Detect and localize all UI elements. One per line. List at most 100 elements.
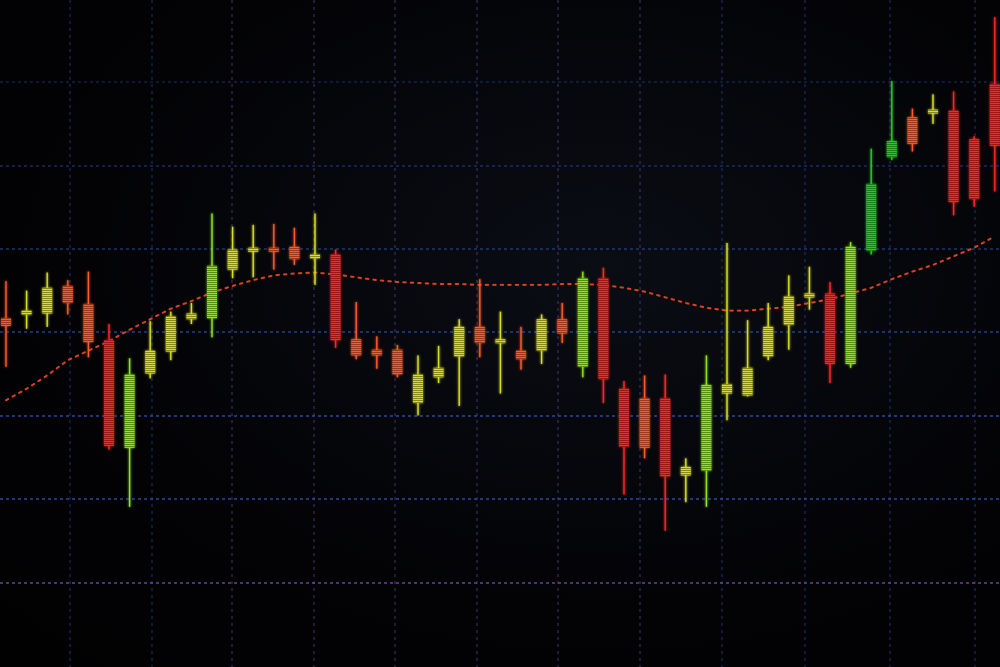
candle-texture [516, 350, 526, 360]
candle [557, 303, 568, 344]
candle-texture [186, 313, 197, 320]
candle [701, 355, 712, 507]
candle [763, 303, 774, 361]
candle [248, 224, 259, 278]
candle-texture [742, 367, 753, 396]
candle [165, 311, 176, 361]
candle [454, 319, 465, 406]
candle-texture [783, 296, 794, 325]
candle-texture [763, 326, 774, 357]
candle [145, 321, 156, 379]
candle [392, 344, 403, 378]
candle [268, 223, 279, 270]
candle-texture [62, 285, 73, 304]
candle [577, 271, 588, 378]
candle-texture [83, 303, 94, 343]
candle [83, 271, 94, 358]
candle [742, 320, 753, 397]
candle [227, 226, 238, 279]
candle-texture [454, 326, 465, 357]
candle [42, 272, 53, 327]
candle-texture [42, 287, 53, 314]
candle-texture [577, 278, 588, 367]
candle [433, 345, 444, 384]
candle [722, 242, 732, 421]
candle [289, 227, 300, 265]
candle [371, 336, 382, 369]
candle-texture [948, 110, 959, 203]
candle [969, 136, 980, 207]
candle-texture [536, 319, 547, 351]
candle-texture [701, 384, 712, 471]
candle-texture [660, 398, 671, 477]
candle-texture [227, 249, 238, 270]
candle [351, 302, 362, 360]
candle [495, 311, 506, 394]
candle-texture [989, 83, 1000, 146]
candle-texture [474, 326, 485, 344]
candle [62, 280, 73, 315]
candle-texture [207, 265, 217, 319]
candles [1, 17, 1000, 531]
candle-texture [392, 349, 403, 375]
candle-texture [619, 388, 629, 447]
candle-texture [804, 293, 815, 298]
candle [845, 242, 856, 368]
candle [186, 303, 197, 324]
candle-texture [268, 247, 279, 252]
candle [474, 279, 485, 358]
candle [413, 355, 423, 416]
candle [1, 281, 11, 367]
candle-texture [907, 117, 918, 144]
candle [639, 375, 650, 459]
candle-texture [413, 374, 423, 404]
candle [536, 314, 547, 364]
candle [907, 108, 918, 152]
candle-texture [825, 293, 835, 364]
candle-texture [165, 316, 176, 352]
candle [598, 267, 609, 404]
candle-texture [104, 340, 114, 446]
candle [21, 290, 32, 329]
candle-texture [310, 254, 320, 259]
candle [516, 326, 526, 370]
candle-texture [21, 310, 32, 315]
candle-texture [928, 109, 938, 114]
candle-texture [969, 139, 980, 200]
candle [825, 282, 835, 384]
candle [804, 266, 815, 310]
candle-texture [1, 318, 11, 326]
candle-texture [495, 339, 506, 344]
candle [928, 94, 938, 124]
candle [619, 381, 629, 495]
candle [886, 80, 897, 161]
candle [680, 458, 691, 503]
candle-texture [557, 319, 568, 334]
candle-texture [680, 466, 691, 476]
candle [989, 17, 1000, 192]
candle [310, 213, 320, 285]
candle-texture [722, 384, 732, 394]
candle-texture [351, 339, 362, 356]
candle-texture [866, 183, 877, 251]
candle-texture [845, 246, 856, 364]
candle-texture [433, 367, 444, 378]
candle-texture [145, 350, 156, 374]
candle [866, 148, 877, 255]
candle [783, 275, 794, 350]
candle [124, 358, 135, 507]
candle-texture [124, 374, 135, 448]
candle-texture [598, 278, 609, 380]
candle [948, 91, 959, 216]
candle-texture [639, 398, 650, 448]
candle-texture [330, 254, 341, 341]
candle-texture [371, 349, 382, 356]
candle-texture [248, 247, 259, 252]
candle [104, 323, 114, 450]
candle [660, 374, 671, 531]
candle-texture [886, 141, 897, 158]
candle [330, 249, 341, 348]
candle-texture [289, 246, 300, 260]
